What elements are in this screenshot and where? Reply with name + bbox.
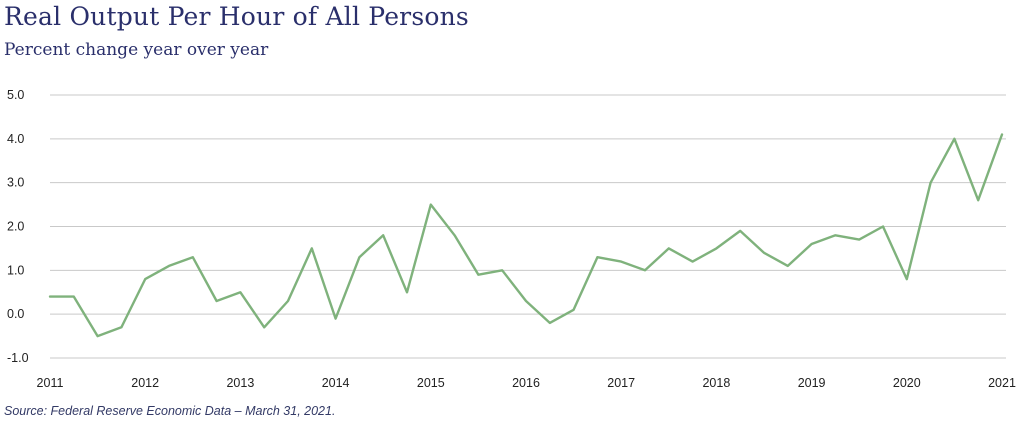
y-tick-label: -1.0 bbox=[7, 351, 29, 365]
source-note: Source: Federal Reserve Economic Data – … bbox=[4, 404, 336, 418]
x-tick-label: 2012 bbox=[131, 376, 159, 390]
y-tick-label: 3.0 bbox=[7, 176, 24, 190]
x-tick-label: 2020 bbox=[893, 376, 921, 390]
y-tick-label: 4.0 bbox=[7, 132, 24, 146]
x-tick-label: 2017 bbox=[607, 376, 635, 390]
series-line bbox=[48, 133, 1004, 338]
y-axis-ticks: 5.0 4.0 3.0 2.0 1.0 0.0 -1.0 bbox=[7, 88, 29, 365]
chart-title: Real Output Per Hour of All Persons bbox=[4, 2, 469, 31]
y-tick-label: 5.0 bbox=[7, 88, 24, 102]
y-tick-label: 0.0 bbox=[7, 307, 24, 321]
x-tick-label: 2011 bbox=[37, 376, 64, 390]
x-tick-label: 2015 bbox=[417, 376, 445, 390]
x-tick-label: 2021 bbox=[988, 376, 1016, 390]
x-axis-ticks: 2011 2012 2013 2014 2015 2016 2017 2018 2019 2020… bbox=[37, 376, 1016, 390]
x-tick-label: 2014 bbox=[322, 376, 350, 390]
y-tick-label: 2.0 bbox=[7, 220, 24, 234]
x-tick-label: 2018 bbox=[702, 376, 730, 390]
x-tick-label: 2016 bbox=[512, 376, 540, 390]
series-layer bbox=[48, 133, 1004, 338]
grid-lines bbox=[50, 94, 1006, 359]
x-tick-label: 2013 bbox=[226, 376, 254, 390]
y-tick-label: 1.0 bbox=[7, 263, 24, 277]
chart-subtitle: Percent change year over year bbox=[4, 40, 269, 60]
x-tick-label: 2019 bbox=[798, 376, 826, 390]
